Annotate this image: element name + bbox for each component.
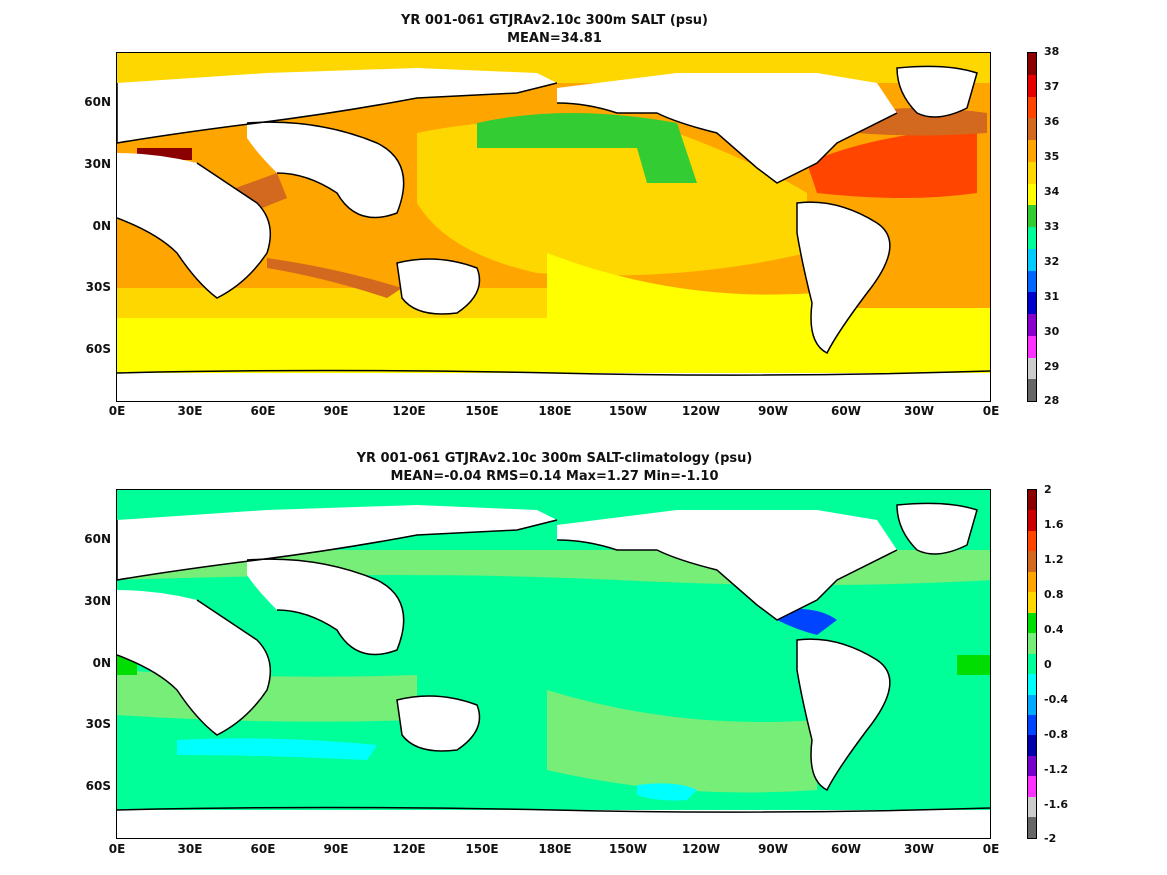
p2-xlabel: 60E: [250, 842, 276, 856]
p2-cbar-label: 0.4: [1044, 623, 1064, 636]
north-america: [557, 73, 897, 183]
p1-cbar-label: 29: [1044, 360, 1060, 373]
p1-xlabel: 90W: [758, 404, 788, 418]
p1-cbar-label: 37: [1044, 80, 1060, 93]
panel2-title-line2: MEAN=-0.04 RMS=0.14 Max=1.27 Min=-1.10: [390, 469, 719, 484]
panel1-title: YR 001-061 GTJRAv2.10c 300m SALT (psu) M…: [117, 12, 992, 48]
caribbean-blue: [777, 608, 837, 635]
p1-xlabel: 120W: [681, 404, 721, 418]
p1-xlabel: 60E: [250, 404, 276, 418]
p1-cbar-label: 31: [1044, 290, 1060, 303]
p1-xlabel: 0E: [108, 404, 126, 418]
p2-ylabel-30s: 30S: [85, 717, 111, 731]
asia-south: [247, 122, 404, 218]
panel2-map: [116, 489, 991, 839]
south-america: [797, 639, 890, 790]
p2-xlabel: 150E: [465, 842, 499, 856]
pacific-mint: [417, 576, 617, 690]
eurasia-north: [117, 68, 557, 143]
atlantic-east-green: [957, 655, 990, 675]
p1-cbar-label: 35: [1044, 150, 1060, 163]
p2-xlabel: 120E: [392, 842, 426, 856]
south-pacific-light: [547, 690, 817, 793]
p1-cbar-label: 36: [1044, 115, 1060, 128]
greenland: [897, 503, 977, 554]
p1-cbar-label: 32: [1044, 255, 1060, 268]
p2-ylabel-0n: 0N: [92, 656, 111, 670]
p1-xlabel: 90E: [323, 404, 349, 418]
p2-xlabel: 90W: [758, 842, 788, 856]
p2-xlabel: 60W: [831, 842, 861, 856]
p1-xlabel: 60W: [831, 404, 861, 418]
p2-xlabel: 150W: [608, 842, 648, 856]
asia-south: [247, 559, 404, 655]
p2-cbar-label: -0.4: [1044, 693, 1069, 706]
p1-colorbar: [1027, 52, 1037, 402]
p1-ylabel-60s: 60S: [85, 342, 111, 356]
p2-xlabel: 0E: [982, 842, 1000, 856]
panel2-title: YR 001-061 GTJRAv2.10c 300m SALT-climato…: [117, 450, 992, 486]
australia: [397, 259, 480, 314]
p2-xlabel: 180E: [538, 842, 572, 856]
p2-cbar-label: -1.2: [1044, 763, 1069, 776]
p2-xlabel: 30W: [904, 842, 934, 856]
panel2-title-line1: YR 001-061 GTJRAv2.10c 300m SALT-climato…: [356, 451, 753, 466]
antarctica: [117, 373, 990, 401]
p1-xlabel: 150W: [608, 404, 648, 418]
p2-ylabel-60s: 60S: [85, 779, 111, 793]
pacific-cyan-patch: [637, 783, 697, 801]
p1-cbar-label: 38: [1044, 45, 1060, 58]
africa: [117, 580, 271, 735]
eurasia-north: [117, 505, 557, 580]
greenland: [897, 66, 977, 117]
p1-xlabel: 180E: [538, 404, 572, 418]
p2-xlabel: 30E: [177, 842, 203, 856]
indian-south-band: [117, 288, 547, 318]
p2-cbar-label: 1.2: [1044, 553, 1064, 566]
p1-xlabel: 30E: [177, 404, 203, 418]
p2-cbar-label: -0.8: [1044, 728, 1069, 741]
australia: [397, 696, 480, 751]
indian-band: [267, 258, 402, 298]
north-america: [557, 510, 897, 620]
p2-cbar-label: 2: [1044, 483, 1052, 496]
panel1-map-svg: [117, 53, 990, 401]
pacific-light: [417, 120, 807, 276]
south-pacific-yellow: [547, 253, 817, 356]
panel2-map-svg: [117, 490, 990, 838]
p2-cbar-label: -1.6: [1044, 798, 1069, 811]
p1-cbar-label: 33: [1044, 220, 1060, 233]
southern-cyan-band: [177, 738, 377, 760]
p1-cbar-label: 30: [1044, 325, 1060, 338]
p2-xlabel: 120W: [681, 842, 721, 856]
p1-ylabel-0n: 0N: [92, 219, 111, 233]
p2-xlabel: 90E: [323, 842, 349, 856]
p2-colorbar: [1027, 489, 1037, 839]
p1-ylabel-30n: 30N: [84, 157, 111, 171]
p2-cbar-label: -2: [1044, 832, 1057, 845]
panel1-title-line2: MEAN=34.81: [507, 31, 602, 46]
p1-ylabel-60n: 60N: [84, 95, 111, 109]
p1-xlabel: 0E: [982, 404, 1000, 418]
p2-cbar-label: 0.8: [1044, 588, 1064, 601]
p1-xlabel: 30W: [904, 404, 934, 418]
p2-xlabel: 0E: [108, 842, 126, 856]
p2-cbar-label: 1.6: [1044, 518, 1064, 531]
p1-xlabel: 150E: [465, 404, 499, 418]
p2-cbar-label: 0: [1044, 658, 1052, 671]
p2-ylabel-60n: 60N: [84, 532, 111, 546]
africa: [117, 143, 271, 298]
antarctica: [117, 810, 990, 838]
panel1-map: [116, 52, 991, 402]
p1-cbar-label: 28: [1044, 394, 1060, 407]
p2-ylabel-30n: 30N: [84, 594, 111, 608]
panel1-title-line1: YR 001-061 GTJRAv2.10c 300m SALT (psu): [400, 13, 709, 28]
north-pacific-low: [477, 113, 697, 183]
p1-cbar-label: 34: [1044, 185, 1060, 198]
atlantic-high: [807, 128, 977, 198]
p1-ylabel-30s: 30S: [85, 280, 111, 294]
p1-xlabel: 120E: [392, 404, 426, 418]
south-america: [797, 202, 890, 353]
